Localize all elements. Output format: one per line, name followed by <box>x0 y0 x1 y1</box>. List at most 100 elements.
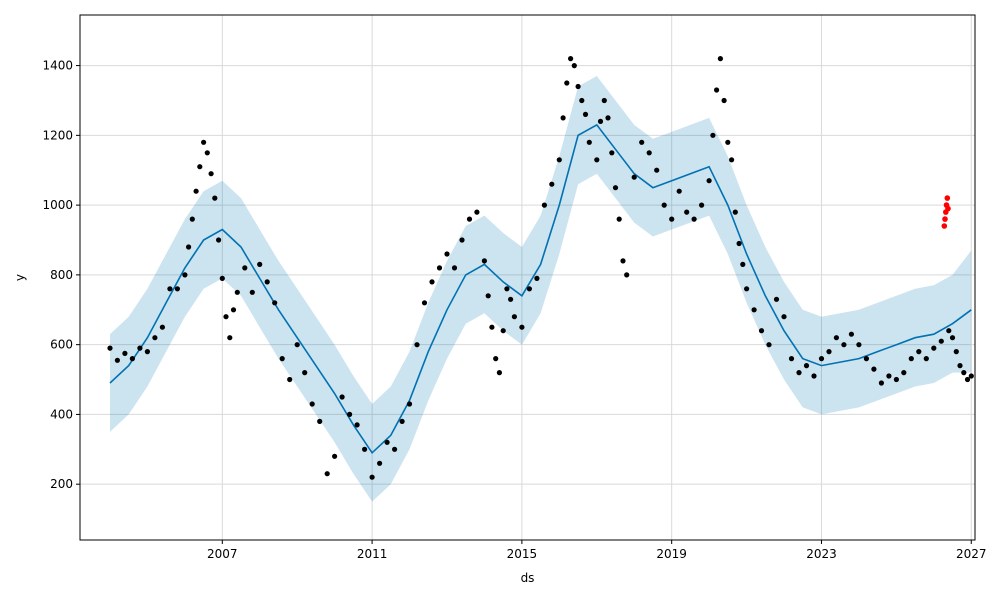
highlight-point <box>945 205 951 212</box>
observed-point <box>721 97 727 104</box>
observed-point <box>392 446 398 452</box>
observed-point <box>729 157 735 163</box>
observed-point <box>931 345 937 351</box>
observed-point <box>901 370 907 376</box>
observed-point <box>500 328 506 334</box>
observed-point <box>923 356 929 362</box>
observed-point <box>624 272 630 278</box>
observed-point <box>317 418 323 424</box>
observed-point <box>841 342 847 348</box>
observed-point <box>766 342 772 348</box>
observed-point <box>560 115 566 121</box>
observed-point <box>758 328 765 334</box>
observed-point <box>541 202 548 208</box>
observed-point <box>575 83 581 90</box>
observed-point <box>717 56 724 62</box>
observed-point <box>332 453 338 459</box>
observed-point <box>676 188 682 194</box>
observed-point <box>526 286 533 292</box>
observed-point <box>826 349 832 355</box>
observed-point <box>302 370 308 376</box>
observed-point <box>781 314 787 320</box>
observed-point <box>863 356 870 362</box>
observed-point <box>968 373 974 379</box>
x-tick-label: 2007 <box>207 547 238 561</box>
observed-point <box>204 150 210 156</box>
observed-point <box>710 132 716 138</box>
highlight-point <box>941 223 948 229</box>
uncertainty-band-layer <box>110 76 972 502</box>
observed-point <box>605 115 611 121</box>
observed-point <box>182 272 188 278</box>
observed-point <box>208 171 214 177</box>
observed-point <box>594 157 600 163</box>
observed-point <box>549 181 555 187</box>
y-tick-label: 1400 <box>42 59 73 73</box>
observed-point <box>159 324 165 330</box>
observed-point <box>219 275 225 281</box>
observed-point <box>137 345 143 351</box>
observed-point <box>227 335 233 341</box>
observed-point <box>186 244 192 250</box>
observed-point <box>871 366 877 372</box>
observed-point <box>916 349 922 355</box>
observed-point <box>571 63 577 69</box>
observed-point <box>459 237 465 243</box>
observed-point <box>946 328 952 334</box>
observed-point <box>654 167 660 173</box>
plot-frame <box>79 14 976 541</box>
y-tick-label: 800 <box>50 268 73 282</box>
observed-point <box>485 293 491 299</box>
observed-point <box>601 97 607 104</box>
observed-point <box>511 314 517 320</box>
observed-point <box>122 350 128 356</box>
highlight-point <box>942 216 948 222</box>
observed-point <box>534 275 540 281</box>
y-tick-label: 600 <box>50 338 73 352</box>
observed-point <box>811 373 817 379</box>
observed-point <box>957 363 963 369</box>
observed-point <box>144 349 150 355</box>
observed-point <box>493 356 499 362</box>
observed-point <box>406 401 413 407</box>
observed-point <box>612 185 619 191</box>
observed-point <box>216 237 222 243</box>
x-tick-label: 2023 <box>806 547 837 561</box>
forecast-line <box>109 123 972 455</box>
observed-point <box>107 345 113 351</box>
observed-point <box>279 356 285 362</box>
observed-point <box>421 300 428 306</box>
observed-point <box>339 394 345 400</box>
observed-point <box>938 338 944 344</box>
x-tick-label: 2015 <box>507 547 538 561</box>
observed-point <box>324 471 330 477</box>
observed-point <box>249 289 255 295</box>
observed-point <box>564 80 570 86</box>
observed-point <box>886 373 892 379</box>
observed-point <box>803 363 810 369</box>
observed-point <box>714 87 720 93</box>
observed-point <box>399 418 405 424</box>
observed-point <box>167 286 173 292</box>
x-tick-label: 2019 <box>656 547 687 561</box>
observed-point <box>961 370 967 376</box>
observed-point <box>744 286 750 292</box>
observed-point <box>669 216 675 222</box>
observed-point <box>691 216 697 222</box>
observed-point <box>377 460 383 466</box>
axes-layer: 2007 2011 2015 2019 2023 2027 200 400 600 800 1000… <box>42 14 987 561</box>
observed-point <box>369 474 375 480</box>
observed-point <box>508 296 514 302</box>
observed-point <box>257 261 263 267</box>
x-axis-label: ds <box>521 571 535 585</box>
highlight-point <box>944 195 951 201</box>
observed-point <box>189 216 195 222</box>
observed-point <box>661 202 667 208</box>
observed-point <box>796 370 802 376</box>
observed-point <box>362 446 368 452</box>
observed-point <box>732 209 738 215</box>
observed-point <box>201 139 207 145</box>
observed-point <box>466 216 473 222</box>
